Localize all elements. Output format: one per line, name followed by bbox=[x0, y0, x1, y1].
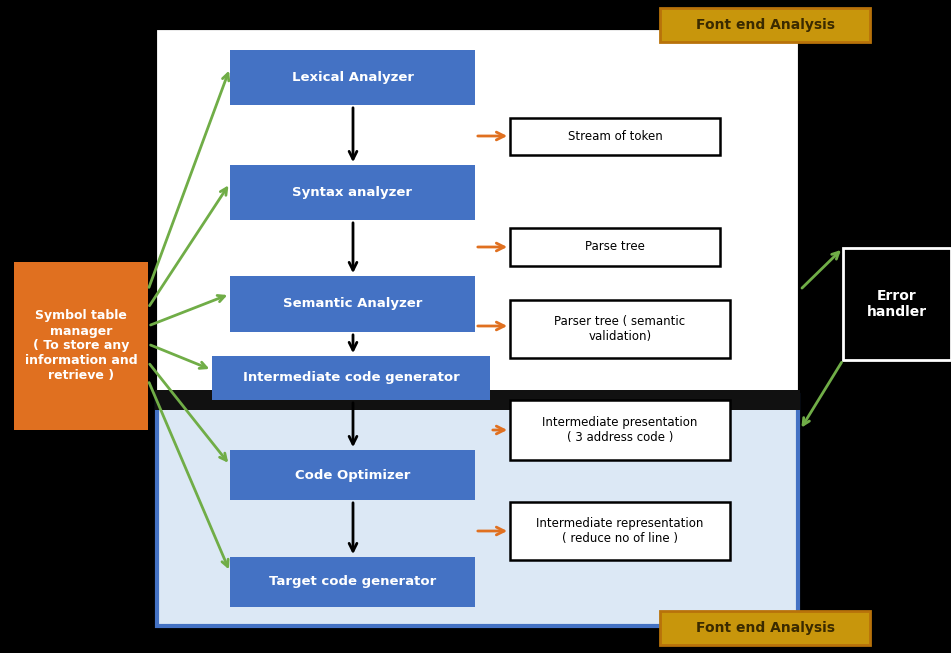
Text: Symbol table
manager
( To store any
information and
retrieve ): Symbol table manager ( To store any info… bbox=[25, 310, 137, 383]
Bar bbox=[660, 8, 870, 42]
Text: Semantic Analyzer: Semantic Analyzer bbox=[282, 298, 422, 310]
Bar bbox=[230, 165, 475, 220]
Text: Font end Analysis: Font end Analysis bbox=[695, 621, 834, 635]
Bar bbox=[14, 262, 148, 430]
Bar bbox=[510, 400, 730, 460]
Bar bbox=[230, 557, 475, 607]
Text: Stream of token: Stream of token bbox=[568, 130, 663, 143]
Bar bbox=[230, 450, 475, 500]
Bar bbox=[155, 390, 800, 410]
Text: Parser tree ( semantic
validation): Parser tree ( semantic validation) bbox=[554, 315, 686, 343]
Bar bbox=[660, 611, 870, 645]
Bar bbox=[510, 118, 720, 155]
Bar bbox=[155, 28, 800, 628]
Text: Syntax analyzer: Syntax analyzer bbox=[293, 186, 413, 199]
Text: Font end Analysis: Font end Analysis bbox=[695, 18, 834, 32]
Text: Intermediate presentation
( 3 address code ): Intermediate presentation ( 3 address co… bbox=[542, 416, 698, 444]
Bar bbox=[212, 356, 490, 400]
Bar bbox=[510, 502, 730, 560]
Bar bbox=[510, 228, 720, 266]
Text: Code Optimizer: Code Optimizer bbox=[295, 468, 410, 481]
Text: Lexical Analyzer: Lexical Analyzer bbox=[292, 71, 414, 84]
Text: Intermediate representation
( reduce no of line ): Intermediate representation ( reduce no … bbox=[536, 517, 704, 545]
Bar bbox=[230, 50, 475, 105]
Bar bbox=[230, 276, 475, 332]
Bar bbox=[510, 300, 730, 358]
Bar bbox=[157, 395, 798, 626]
Text: Error
handler: Error handler bbox=[867, 289, 927, 319]
Text: Intermediate code generator: Intermediate code generator bbox=[243, 372, 459, 385]
Text: Target code generator: Target code generator bbox=[269, 575, 437, 588]
Text: Parse tree: Parse tree bbox=[585, 240, 645, 253]
Bar bbox=[843, 248, 951, 360]
